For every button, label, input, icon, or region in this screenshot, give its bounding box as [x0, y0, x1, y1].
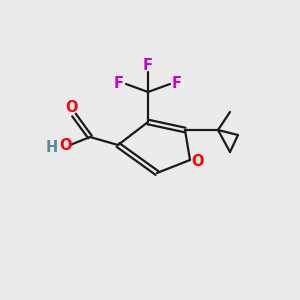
Text: H: H [46, 140, 58, 154]
Text: F: F [114, 76, 124, 92]
Text: O: O [192, 154, 204, 169]
Text: O: O [66, 100, 78, 115]
Text: O: O [59, 139, 71, 154]
Text: F: F [172, 76, 182, 92]
Text: F: F [143, 58, 153, 73]
